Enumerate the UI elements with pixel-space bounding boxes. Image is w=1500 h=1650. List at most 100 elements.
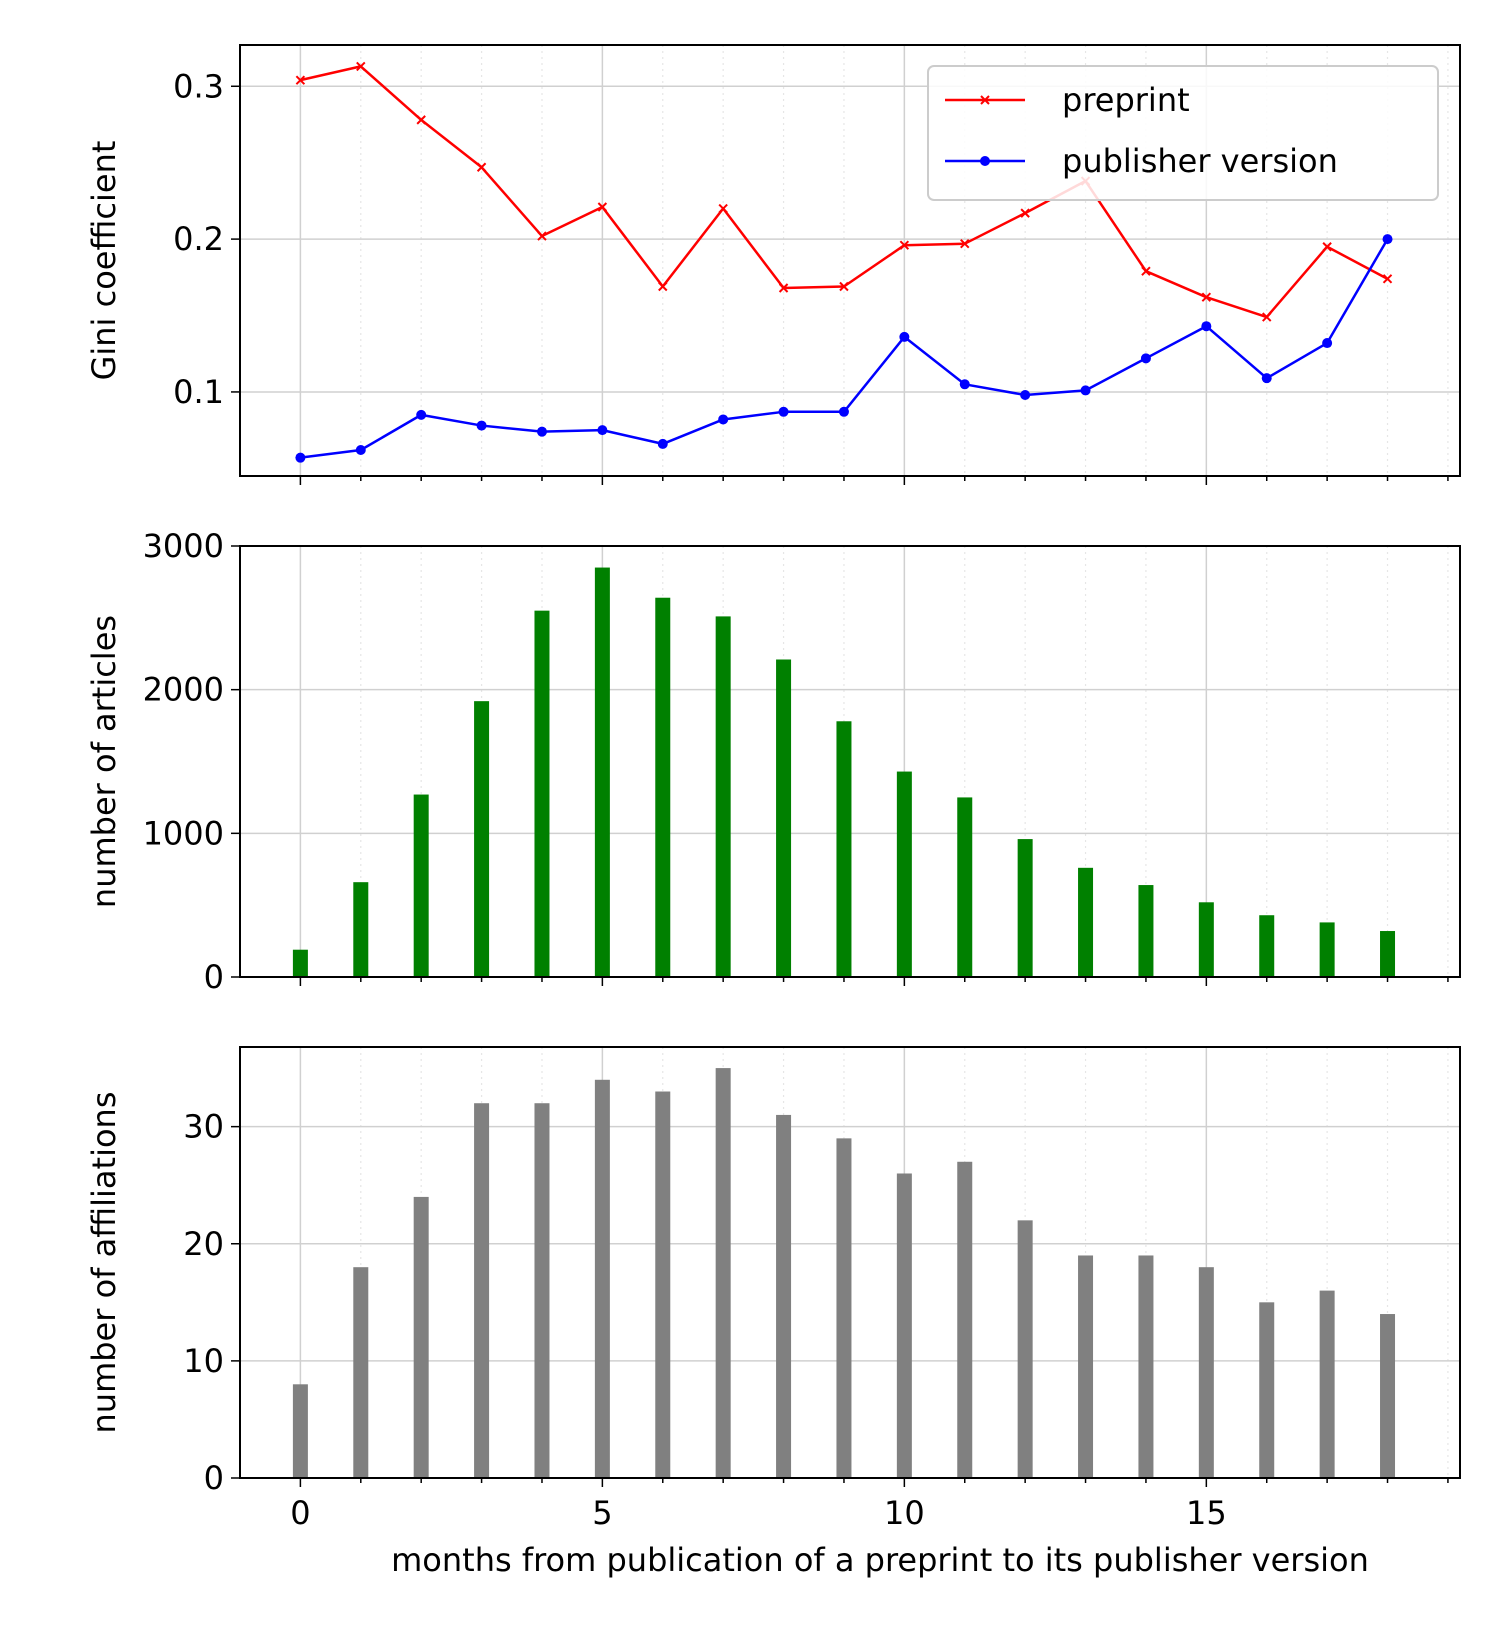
gini-panel: 0.1 0.2 0.3 Gini coefficient preprint publish… <box>85 44 1461 485</box>
x-tick-label: 15 <box>1186 1494 1227 1532</box>
data-point <box>356 61 366 72</box>
y-tick-label: 30 <box>183 1108 224 1146</box>
legend-label: publisher version <box>1062 142 1338 180</box>
data-point <box>536 426 547 437</box>
y-tick-label: 1000 <box>143 814 224 852</box>
legend-label: preprint <box>1062 81 1190 119</box>
bar <box>957 797 973 977</box>
bar <box>594 1079 610 1478</box>
data-point <box>960 238 970 249</box>
data-point <box>1201 321 1212 332</box>
data-point <box>778 406 789 417</box>
bar <box>1198 902 1214 977</box>
y-tick-label: 0 <box>204 1459 224 1497</box>
y-axis-label: Gini coefficient <box>85 141 123 381</box>
data-point <box>899 331 910 342</box>
bar <box>1078 867 1094 977</box>
data-point <box>1140 353 1151 364</box>
y-tick-label: 10 <box>183 1342 224 1380</box>
bar <box>1138 1255 1154 1478</box>
data-point <box>718 414 729 425</box>
bar <box>1198 1267 1214 1478</box>
bar <box>413 794 429 977</box>
data-point <box>658 281 668 292</box>
data-point <box>476 162 487 172</box>
data-point <box>838 406 849 417</box>
data-point <box>597 425 608 436</box>
bar <box>776 1114 792 1478</box>
x-tick-label: 5 <box>592 1494 612 1532</box>
y-tick-label: 0.1 <box>173 373 224 411</box>
data-point <box>476 420 487 431</box>
data-point <box>718 203 728 214</box>
y-axis-label: number of affiliations <box>85 1092 123 1434</box>
data-point <box>355 445 366 456</box>
articles-panel: 0 1000 2000 3000 number of articles <box>85 527 1461 996</box>
data-point <box>537 231 547 241</box>
bar <box>1078 1255 1094 1478</box>
bar <box>413 1196 429 1478</box>
bar <box>836 1138 852 1478</box>
bar <box>655 1091 671 1478</box>
bar <box>1380 931 1396 977</box>
data-point <box>1382 274 1393 284</box>
bar <box>474 1103 490 1478</box>
bar <box>1259 1302 1275 1478</box>
bar <box>1319 1290 1335 1478</box>
bar <box>655 597 671 977</box>
y-tick-label: 3000 <box>143 527 224 565</box>
data-point <box>1382 234 1393 245</box>
y-tick-label: 20 <box>183 1225 224 1263</box>
bar <box>1017 1220 1033 1478</box>
bar <box>1138 885 1154 977</box>
x-tick-label: 10 <box>884 1494 925 1532</box>
bar <box>353 882 369 977</box>
y-tick-label: 0 <box>204 958 224 996</box>
data-point <box>899 240 910 250</box>
bar <box>474 701 490 977</box>
legend: preprint publisher version <box>927 65 1439 201</box>
bar <box>776 659 792 977</box>
bar <box>1017 839 1033 977</box>
legend-marker <box>980 95 990 105</box>
bar <box>957 1161 973 1478</box>
data-point <box>597 202 608 212</box>
data-point <box>1201 292 1212 302</box>
data-point <box>295 452 306 463</box>
data-point <box>416 115 426 125</box>
bar <box>353 1267 369 1478</box>
y-tick-label: 0.3 <box>173 67 224 105</box>
data-point <box>416 409 427 420</box>
data-point <box>1261 373 1272 384</box>
bar <box>534 1103 550 1478</box>
data-point <box>839 281 849 292</box>
x-tick-label: 0 <box>290 1494 310 1532</box>
x-axis-label: months from publication of a preprint to… <box>391 1541 1369 1579</box>
data-point <box>778 283 789 293</box>
bar <box>715 1068 731 1478</box>
data-point <box>1141 266 1151 276</box>
data-point <box>959 379 970 390</box>
bar <box>896 771 912 977</box>
axes-frame <box>239 1046 1461 1479</box>
data-point <box>657 438 668 449</box>
legend-box <box>927 65 1439 201</box>
data-point <box>1020 389 1031 400</box>
bar <box>715 616 731 977</box>
data-point <box>1322 338 1333 349</box>
affiliations-panel: 0 10 20 30 number of affiliations 0 5 10 15 month… <box>85 1046 1461 1579</box>
data-point <box>1020 208 1030 218</box>
bar <box>896 1173 912 1478</box>
bar <box>836 721 852 977</box>
axes-frame <box>239 545 1461 978</box>
bar <box>1380 1314 1396 1478</box>
y-tick-label: 2000 <box>143 671 224 709</box>
axes-frame <box>239 44 1461 477</box>
data-point <box>1262 312 1272 322</box>
bar <box>292 949 308 977</box>
data-point <box>1080 385 1091 396</box>
data-point <box>295 75 306 85</box>
y-axis-label: number of articles <box>85 615 123 908</box>
bar <box>594 567 610 977</box>
